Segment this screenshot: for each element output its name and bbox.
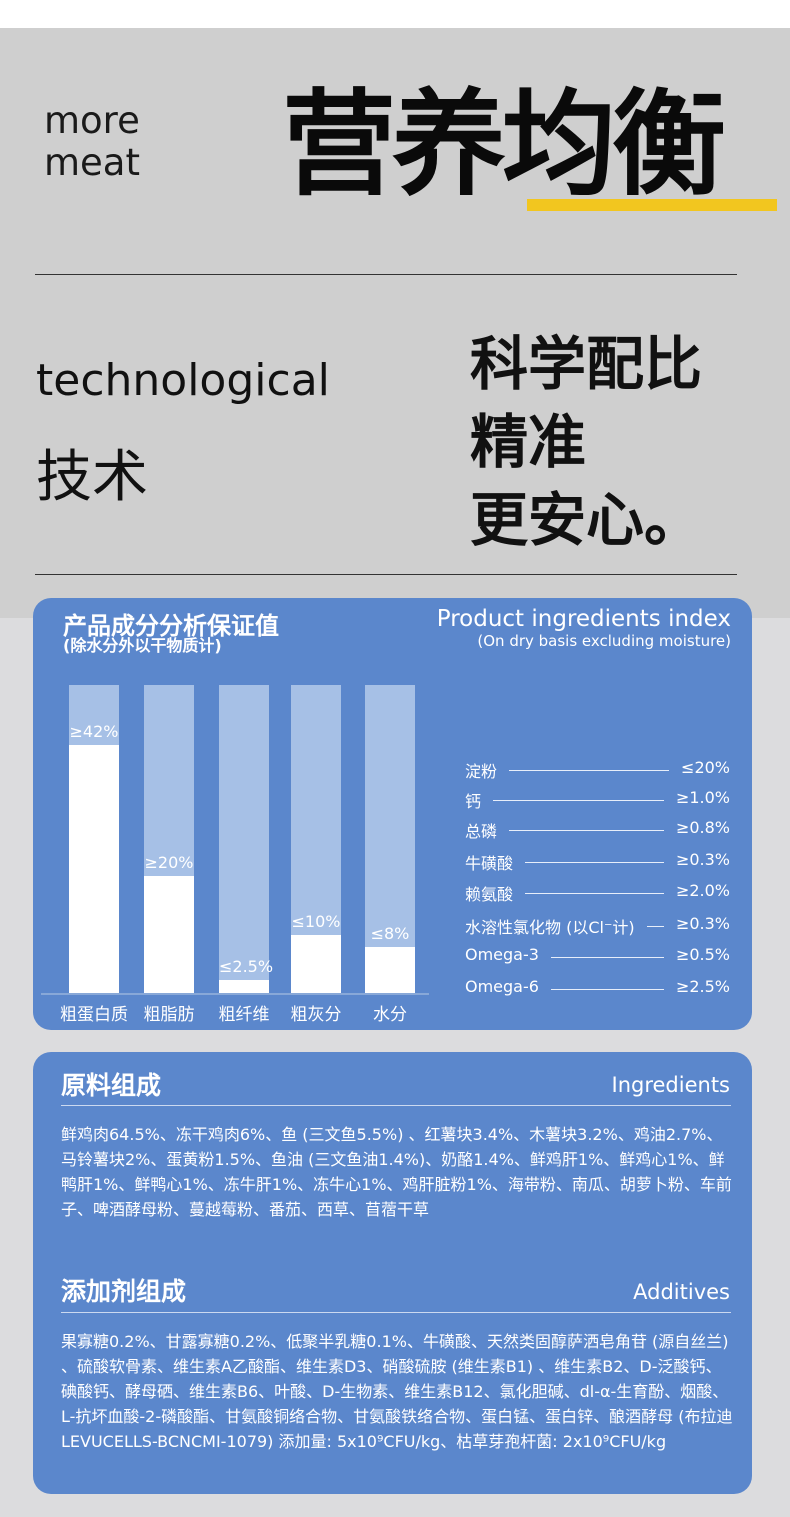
bar-1: ≥42% [69,685,119,995]
slogan: 科学配比 精准 更安心。 [470,325,702,559]
more-meat-line2: meat [44,141,140,184]
index-row-value: ≥0.5% [675,945,730,964]
slogan-line3: 更安心。 [470,486,703,554]
more-meat-line1: more [44,99,140,142]
analysis-panel: 产品成分分析保证值 (除水分外以干物质计) Product ingredient… [33,598,752,1030]
index-row-value: ≤20% [681,758,730,777]
index-row-label: 总磷 [465,822,498,841]
bar-value-label: ≤2.5% [219,957,274,976]
ingredients-title-cn: 原料组成 [61,1071,162,1100]
bar-value-label: ≤10% [291,912,341,931]
index-row-value: ≥2.0% [675,881,730,900]
analysis-subtitle-en: (On dry basis excluding moisture) [477,632,731,650]
additives-title-en: Additives [633,1280,730,1304]
index-row: 赖氨酸 ≥2.0% [465,881,730,907]
tech-label-cn: 技术 [36,445,148,510]
ingredients-text: 鲜鸡肉64.5%、冻干鸡肉6%、鱼 (三文鱼5.5%) 、红薯块3.4%、木薯块… [61,1125,732,1219]
divider-bottom [35,574,737,575]
analysis-subtitle-cn: (除水分外以干物质计) [63,636,222,655]
index-row-label: 牛磺酸 [465,854,514,873]
additives-text: 果寡糖0.2%、甘露寡糖0.2%、低聚半乳糖0.1%、牛磺酸、天然类固醇萨洒皂角… [61,1332,733,1451]
index-row-leader [509,770,670,771]
index-row: 总磷 ≥0.8% [465,818,730,844]
index-row-value: ≥2.5% [675,977,730,996]
index-row: Omega-3 ≥0.5% [465,945,730,971]
bar-value-label: ≤8% [370,924,410,943]
ingredients-divider [61,1105,731,1106]
divider-top [35,274,737,275]
index-row-value: ≥1.0% [675,788,730,807]
category-label: 水分 [373,1005,407,1025]
bar-fill [144,876,194,995]
index-row-value: ≥0.8% [675,818,730,837]
bar-5: ≤8% [365,685,415,995]
index-row-leader [550,957,664,958]
analysis-title-cn: 产品成分分析保证值 [63,612,279,640]
bar-fill [219,980,269,995]
title-accent-underline [527,199,777,211]
more-meat-label: more meat [44,100,140,184]
index-row-leader [550,989,664,990]
additives-title-cn: 添加剂组成 [61,1277,187,1306]
bar-fill [291,935,341,995]
index-row-label: 赖氨酸 [465,885,514,904]
index-row-leader [509,830,664,831]
index-row-label: 钙 [465,792,482,811]
index-row: 钙 ≥1.0% [465,788,730,814]
index-row-label: Omega-6 [465,977,539,996]
slogan-line2: 精准 [470,408,587,476]
bar-value-label: ≥42% [69,722,119,741]
bar-4: ≤10% [291,685,341,995]
index-row: Omega-6 ≥2.5% [465,977,730,1003]
index-row-leader [525,862,664,863]
category-label: 粗脂肪 [143,1005,195,1025]
index-row: 淀粉 ≤20% [465,758,730,784]
slogan-line1: 科学配比 [470,330,703,398]
bar-3: ≤2.5% [219,685,274,995]
bar-value-label: ≥20% [144,853,194,872]
page-title: 营养均衡 [282,78,726,211]
tech-label-en: technological [36,355,330,406]
index-row-label: Omega-3 [465,945,539,964]
bar-fill [69,745,119,995]
chart-baseline [41,993,429,995]
index-row-label: 水溶性氯化物 (以Cl⁻计) [465,918,635,937]
category-label: 粗灰分 [290,1005,342,1025]
header-background [0,28,790,618]
ingredients-title-en: Ingredients [611,1073,731,1097]
bar-fill [365,947,415,995]
index-row-leader [525,893,664,894]
bar-2: ≥20% [144,685,194,995]
index-row-leader [493,800,664,801]
index-row-value: ≥0.3% [675,850,730,869]
composition-panel: 原料组成 Ingredients 鲜鸡肉64.5%、冻干鸡肉6%、鱼 (三文鱼5… [33,1052,752,1494]
index-row: 牛磺酸 ≥0.3% [465,850,730,876]
analysis-title-en: Product ingredients index [436,606,731,632]
index-row-label: 淀粉 [465,762,498,781]
category-label: 粗纤维 [218,1005,270,1025]
category-label: 粗蛋白质 [60,1005,128,1025]
index-row-leader [646,926,664,927]
index-row-value: ≥0.3% [675,914,730,933]
index-row: 水溶性氯化物 (以Cl⁻计) ≥0.3% [465,914,730,940]
additives-divider [61,1312,731,1313]
